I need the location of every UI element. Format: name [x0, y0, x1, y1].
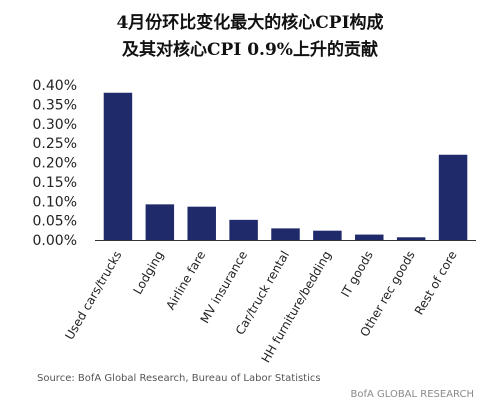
x-tick-label: Rest of core: [412, 249, 460, 318]
chart-title: 4月份环比变化最大的核心CPI构成: [116, 12, 383, 33]
y-tick-label: 0.10%: [33, 194, 77, 210]
bar: [187, 206, 216, 240]
y-tick-label: 0.00%: [33, 233, 77, 249]
x-tick-label: Airline fare: [163, 249, 208, 313]
y-tick-label: 0.30%: [33, 117, 77, 133]
x-tick-label: Used cars/trucks: [62, 249, 124, 343]
y-tick-label: 0.15%: [33, 175, 77, 191]
x-tick-label: IT goods: [338, 249, 376, 300]
bar: [145, 204, 175, 240]
bar: [103, 92, 133, 240]
bar: [438, 154, 468, 240]
bars-group: [103, 92, 468, 240]
bar: [355, 234, 384, 240]
y-tick-label: 0.05%: [33, 214, 77, 230]
bar: [396, 237, 426, 240]
brand-logo-text: BofA GLOBAL RESEARCH: [350, 389, 474, 400]
bar: [271, 228, 300, 240]
y-axis-ticks: 0.00% 0.05% 0.10% 0.15% 0.20% 0.25% 0.30% 0.35%…: [33, 78, 77, 249]
y-tick-label: 0.35%: [33, 97, 77, 113]
source-note: Source: BofA Global Research, Bureau of …: [37, 373, 321, 384]
chart-subtitle: 及其对核心CPI 0.9%上升的贡献: [122, 39, 378, 60]
y-tick-label: 0.25%: [33, 136, 77, 152]
y-tick-label: 0.40%: [33, 78, 77, 94]
x-tick-label: Lodging: [131, 249, 167, 297]
bar: [313, 230, 342, 240]
bar: [229, 219, 258, 240]
y-tick-label: 0.20%: [33, 156, 77, 172]
